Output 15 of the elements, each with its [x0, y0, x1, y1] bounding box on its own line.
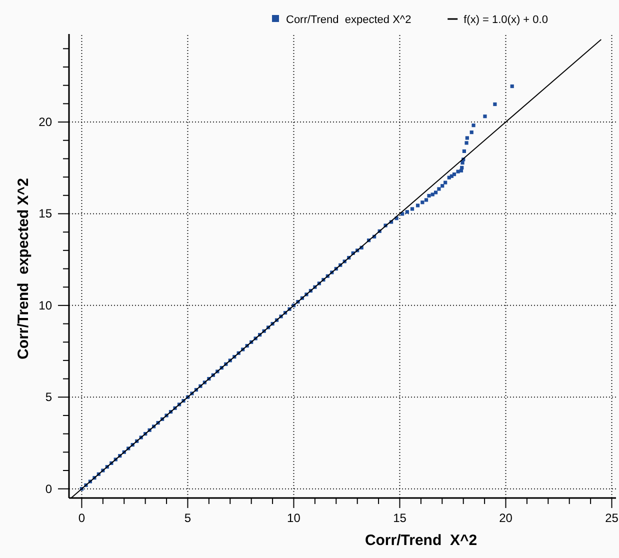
x-tick-label: 25 [605, 511, 619, 525]
x-axis-title: Corr/Trend X^2 [364, 532, 478, 549]
x-tick-label: 20 [499, 511, 513, 525]
x-tick-label: 0 [78, 511, 86, 525]
y-tick-label: 20 [38, 115, 52, 130]
y-tick-label: 10 [38, 298, 52, 312]
legend-label: f(x) = 1.0(x) + 0.0 [464, 14, 548, 26]
legend-label: Corr/Trend expected X^2 [286, 14, 412, 26]
y-tick-label: 15 [38, 206, 52, 221]
x-tick-label: 5 [184, 511, 192, 525]
x-tick-label: 10 [287, 511, 301, 525]
y-tick-label: 5 [45, 390, 52, 404]
y-tick-label: 0 [45, 482, 52, 496]
x-tick-label: 15 [393, 511, 407, 525]
y-axis-title: Corr/Trend expected X^2 [15, 178, 32, 360]
